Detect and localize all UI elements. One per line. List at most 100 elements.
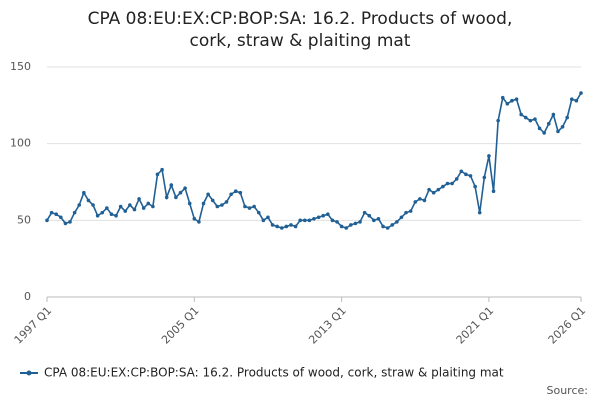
data-point xyxy=(137,197,141,201)
data-point xyxy=(436,187,441,192)
data-point xyxy=(174,195,178,200)
data-point xyxy=(256,210,261,215)
data-point xyxy=(266,215,270,220)
data-point xyxy=(445,181,450,186)
data-point xyxy=(390,223,395,227)
data-point xyxy=(523,115,528,120)
data-point xyxy=(330,218,335,223)
data-point xyxy=(381,224,385,229)
data-point xyxy=(500,95,505,100)
data-point xyxy=(441,184,445,189)
y-tick-label: 0 xyxy=(24,290,31,303)
data-point xyxy=(316,215,321,220)
data-point xyxy=(312,217,316,221)
legend-swatch-dot xyxy=(26,370,32,376)
data-point xyxy=(537,126,542,131)
data-point xyxy=(197,220,201,224)
y-tick-label: 100 xyxy=(10,137,31,150)
data-point xyxy=(45,218,49,223)
data-point xyxy=(505,102,510,106)
data-point xyxy=(579,91,583,95)
legend-label: CPA 08:EU:EX:CP:BOP:SA: 16.2. Products o… xyxy=(44,366,504,380)
data-point xyxy=(183,186,187,190)
data-point xyxy=(399,215,404,220)
data-point xyxy=(54,212,59,216)
y-tick-label: 50 xyxy=(17,213,31,226)
data-point xyxy=(533,117,537,121)
data-point xyxy=(546,121,551,126)
data-point xyxy=(164,195,169,200)
data-point xyxy=(206,192,210,197)
data-point xyxy=(339,224,344,229)
data-point xyxy=(95,213,100,218)
data-point xyxy=(298,218,302,223)
data-point xyxy=(321,213,326,218)
data-point xyxy=(72,210,77,215)
data-point xyxy=(68,220,72,224)
data-point xyxy=(556,129,560,134)
data-point xyxy=(560,125,565,129)
data-point xyxy=(326,212,330,216)
data-point xyxy=(114,213,118,218)
data-point xyxy=(229,192,233,197)
data-point xyxy=(146,201,151,206)
data-point xyxy=(395,220,399,224)
data-point xyxy=(132,207,137,212)
data-point xyxy=(418,197,422,201)
data-point xyxy=(450,181,454,186)
data-point xyxy=(118,204,123,209)
data-point xyxy=(86,198,91,203)
data-point xyxy=(91,203,95,207)
data-point xyxy=(528,118,533,123)
data-point xyxy=(233,189,238,193)
series-line xyxy=(46,92,582,229)
x-tick-label: 1997 Q1 xyxy=(12,304,55,347)
data-point xyxy=(293,224,298,229)
data-point xyxy=(408,209,413,213)
data-point xyxy=(169,183,174,187)
data-point xyxy=(215,204,220,209)
data-point xyxy=(82,190,86,195)
data-point xyxy=(376,217,381,221)
data-point xyxy=(510,98,514,103)
data-point xyxy=(100,210,105,215)
data-point xyxy=(431,190,436,195)
data-point xyxy=(422,198,427,203)
data-point xyxy=(569,97,574,101)
data-point xyxy=(491,189,496,193)
data-point xyxy=(151,204,155,209)
data-point xyxy=(574,98,579,103)
data-point xyxy=(109,212,114,216)
data-point xyxy=(77,203,82,207)
x-tick-label: 2013 Q1 xyxy=(306,304,349,347)
data-point xyxy=(289,223,293,227)
data-point xyxy=(344,226,349,230)
data-point xyxy=(123,209,128,213)
data-point xyxy=(302,218,307,223)
data-point xyxy=(551,112,556,117)
data-point xyxy=(128,203,132,207)
data-point xyxy=(413,200,418,204)
data-point xyxy=(367,213,372,218)
data-point xyxy=(192,217,197,221)
data-point xyxy=(349,223,353,227)
data-point xyxy=(372,218,376,223)
data-point xyxy=(464,172,468,177)
data-point xyxy=(385,226,390,230)
data-point xyxy=(514,97,519,101)
data-point xyxy=(565,115,569,120)
data-point xyxy=(279,226,284,230)
data-point xyxy=(353,221,358,226)
data-point xyxy=(63,221,68,226)
data-point xyxy=(220,203,224,207)
data-point xyxy=(473,184,477,189)
data-point xyxy=(160,167,164,172)
y-tick-label: 150 xyxy=(10,60,31,73)
data-point xyxy=(307,218,312,223)
data-point xyxy=(224,200,229,204)
data-point xyxy=(247,206,252,210)
data-point xyxy=(261,218,266,223)
data-point xyxy=(252,204,256,209)
